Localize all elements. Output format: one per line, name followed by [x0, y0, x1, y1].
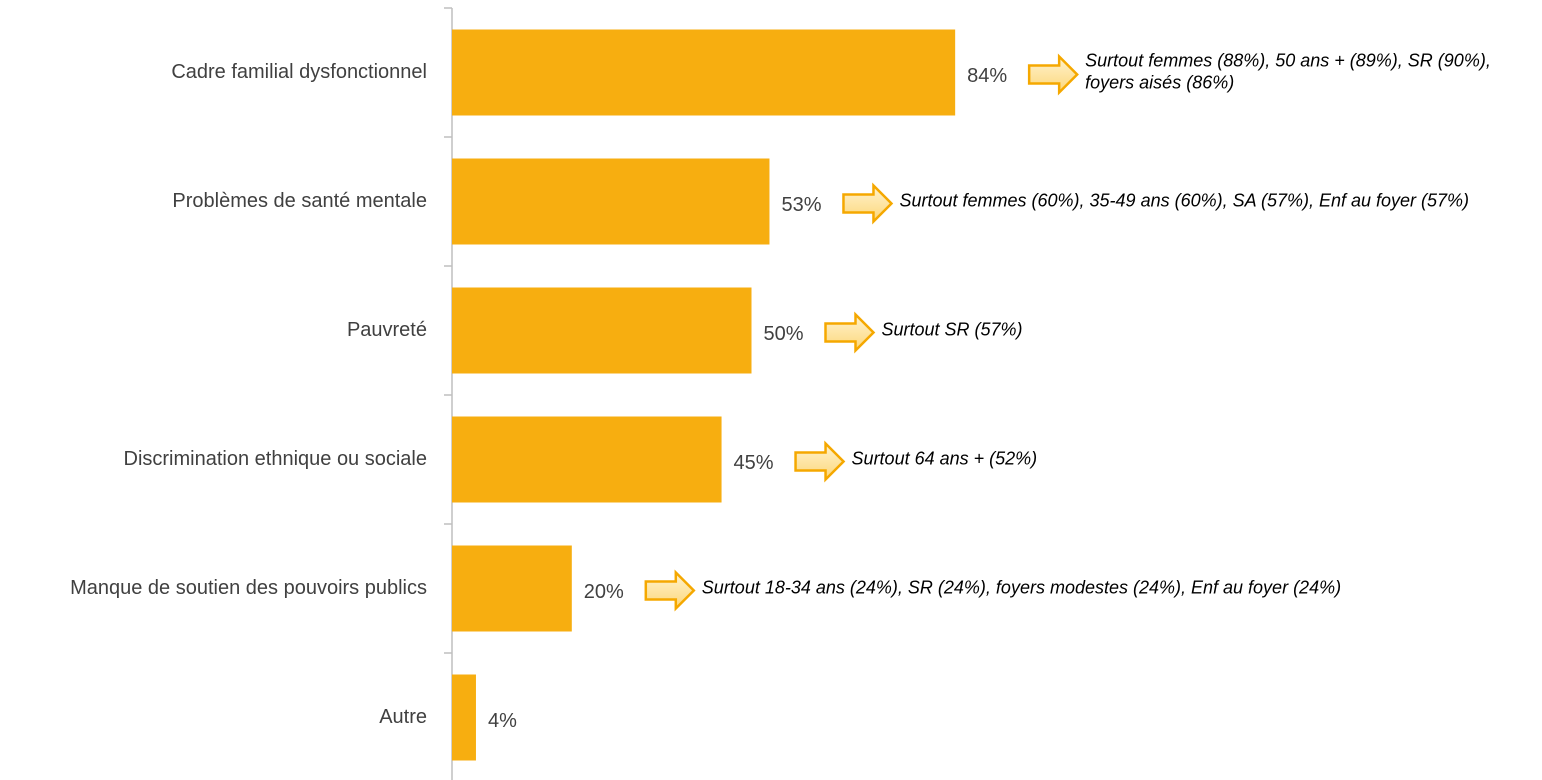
annotation: Surtout femmes (88%), 50 ans + (89%), SR… — [1085, 50, 1491, 70]
category-label: Cadre familial dysfonctionnel — [171, 61, 427, 83]
bar — [452, 545, 572, 632]
arrow — [824, 311, 876, 354]
annotation: Surtout 18-34 ans (24%), SR (24%), foyer… — [702, 577, 1341, 597]
arrow — [794, 440, 846, 483]
category-label: Discrimination ethnique ou sociale — [124, 448, 428, 470]
category-label: Manque de soutien des pouvoirs publics — [70, 577, 427, 599]
bar — [452, 29, 956, 116]
value-label: 4% — [488, 710, 517, 732]
value-label: 53% — [781, 194, 821, 216]
bar — [452, 416, 722, 503]
bar — [452, 158, 770, 245]
annotation: foyers aisés (86%) — [1085, 72, 1234, 92]
bar — [452, 674, 476, 761]
annotation: Surtout 64 ans + (52%) — [852, 448, 1038, 468]
value-label: 84% — [967, 65, 1007, 87]
value-label: 50% — [764, 323, 804, 345]
category-label: Problèmes de santé mentale — [172, 190, 427, 212]
annotation: Surtout SR (57%) — [882, 319, 1023, 339]
value-label: 20% — [584, 581, 624, 603]
bar — [452, 287, 752, 374]
category-label: Autre — [379, 706, 427, 728]
arrow — [644, 569, 696, 612]
value-label: 45% — [734, 452, 774, 474]
annotation: Surtout femmes (60%), 35-49 ans (60%), S… — [899, 190, 1469, 210]
arrow — [1027, 53, 1079, 96]
category-label: Pauvreté — [347, 319, 427, 341]
arrow — [842, 182, 894, 225]
